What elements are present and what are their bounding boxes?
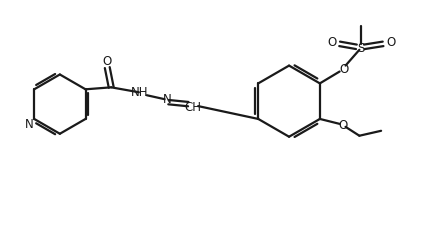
Text: O: O — [338, 119, 347, 132]
Text: O: O — [339, 63, 348, 76]
Text: O: O — [103, 55, 112, 68]
Text: S: S — [358, 42, 365, 55]
Text: O: O — [327, 36, 336, 49]
Text: CH: CH — [185, 100, 202, 113]
Text: O: O — [386, 36, 396, 49]
Text: N: N — [163, 92, 172, 105]
Text: N: N — [25, 118, 33, 131]
Text: NH: NH — [131, 85, 149, 98]
